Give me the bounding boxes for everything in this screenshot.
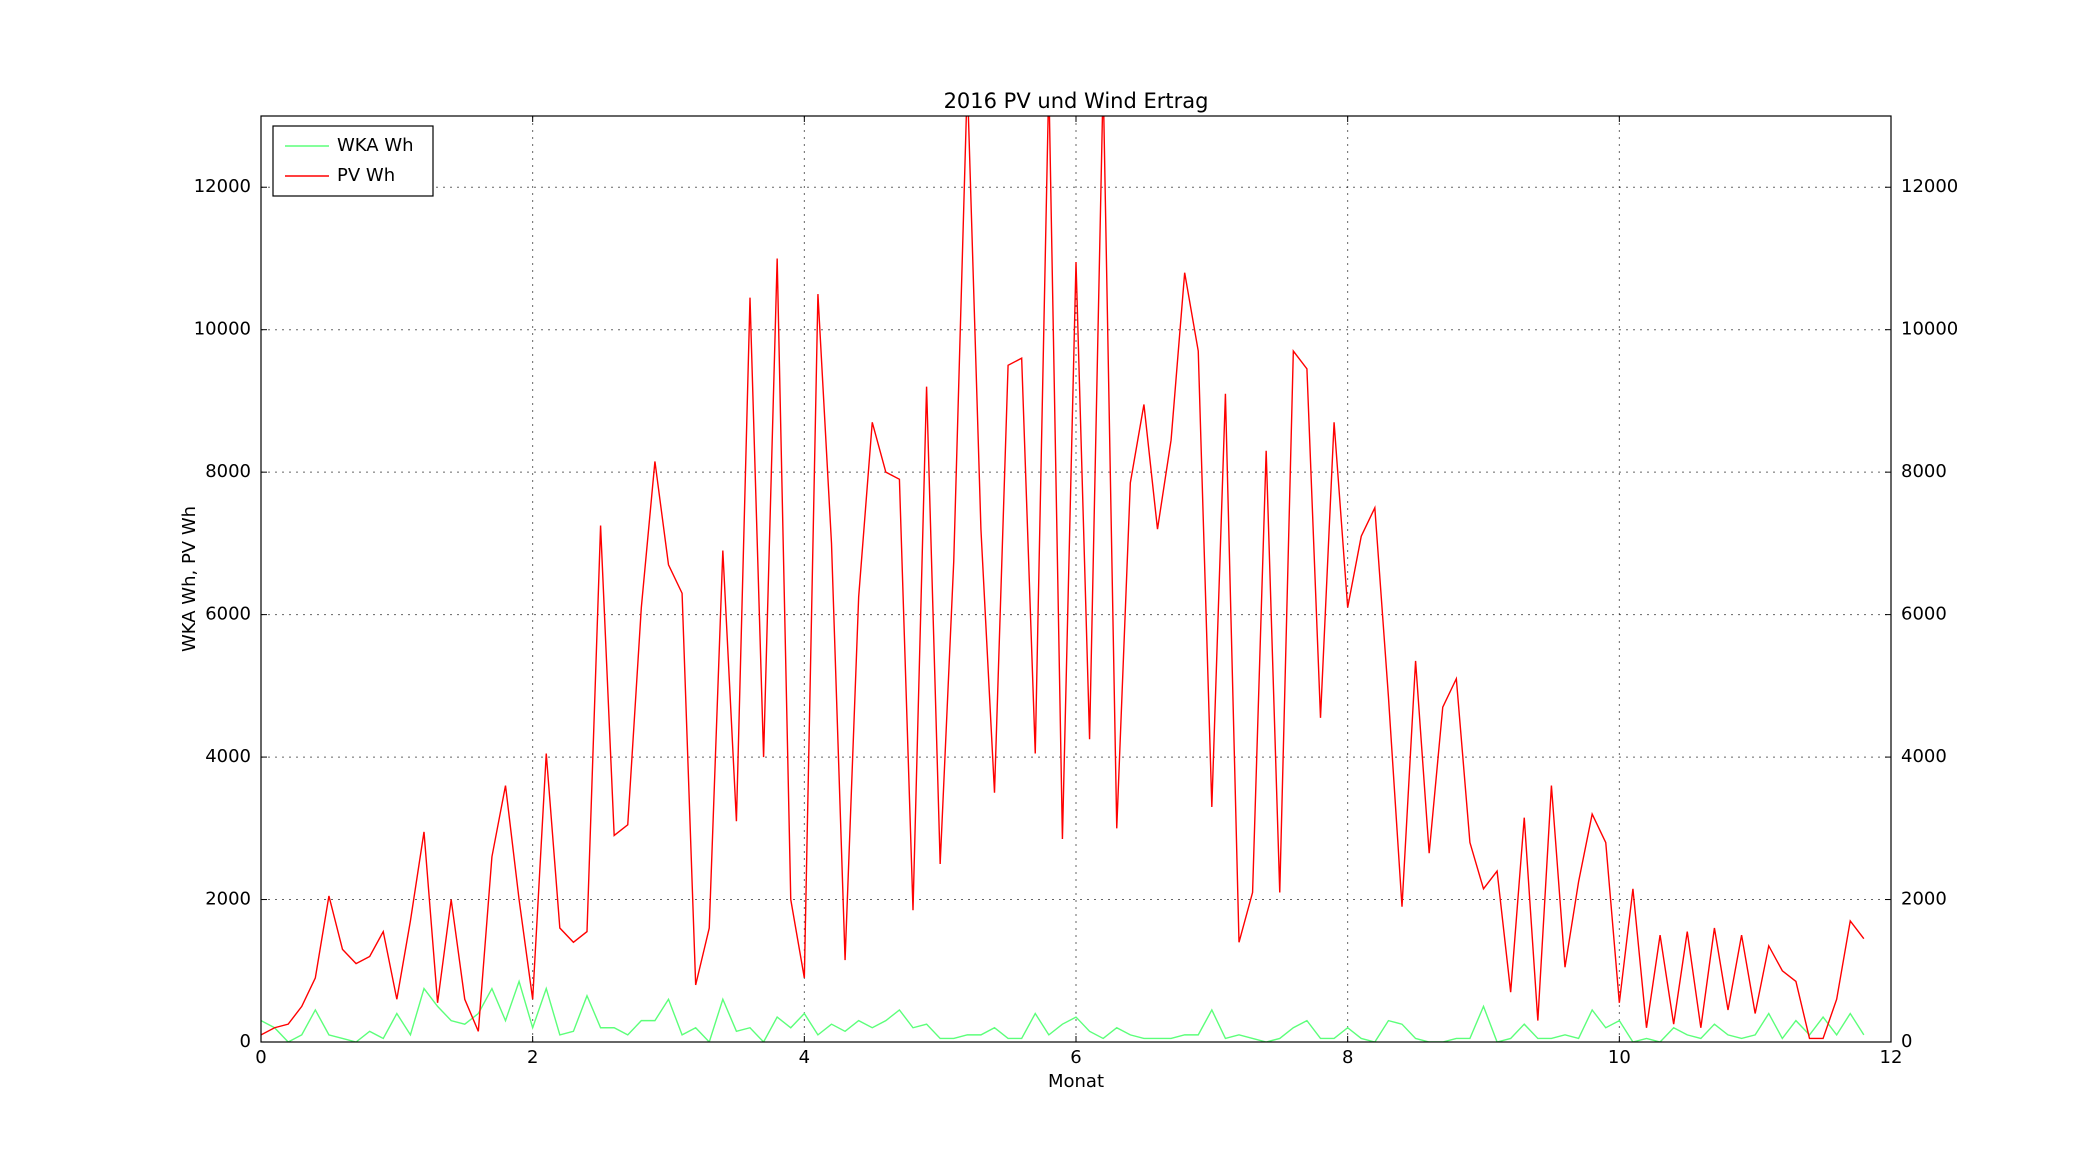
y2-tick-label: 10000 bbox=[1901, 319, 1958, 340]
legend-label: PV Wh bbox=[337, 165, 395, 186]
plot-frame bbox=[260, 115, 1892, 1043]
y2-tick-label: 4000 bbox=[1901, 746, 1947, 767]
y-tick-label: 10000 bbox=[194, 319, 251, 340]
y-tick-label: 4000 bbox=[205, 746, 251, 767]
y2-tick-label: 2000 bbox=[1901, 889, 1947, 910]
x-tick-label: 8 bbox=[1342, 1047, 1353, 1068]
x-tick-label: 12 bbox=[1880, 1047, 1903, 1068]
plot-lines bbox=[261, 116, 1865, 1042]
chart-title: 2016 PV und Wind Ertrag bbox=[944, 89, 1209, 113]
y-tick-label: 2000 bbox=[205, 889, 251, 910]
y-tick-label: 0 bbox=[240, 1031, 251, 1052]
y2-tick-label: 12000 bbox=[1901, 176, 1958, 197]
legend-label: WKA Wh bbox=[337, 135, 414, 156]
y-tick-label: 12000 bbox=[194, 176, 251, 197]
x-tick-label: 0 bbox=[255, 1047, 266, 1068]
x-tick-label: 10 bbox=[1608, 1047, 1631, 1068]
y2-tick-label: 8000 bbox=[1901, 461, 1947, 482]
y-axis-label: WKA Wh, PV Wh bbox=[179, 506, 200, 652]
legend-box bbox=[272, 125, 434, 197]
data-line bbox=[261, 116, 1865, 1040]
y2-tick-label: 0 bbox=[1901, 1031, 1912, 1052]
data-line bbox=[261, 979, 1865, 1042]
y2-tick-label: 6000 bbox=[1901, 604, 1947, 625]
y-tick-label: 8000 bbox=[205, 461, 251, 482]
x-tick-label: 4 bbox=[799, 1047, 810, 1068]
x-tick-label: 2 bbox=[527, 1047, 538, 1068]
x-tick-label: 6 bbox=[1070, 1047, 1081, 1068]
x-axis-label: Monat bbox=[1048, 1071, 1104, 1092]
y-tick-label: 6000 bbox=[205, 604, 251, 625]
